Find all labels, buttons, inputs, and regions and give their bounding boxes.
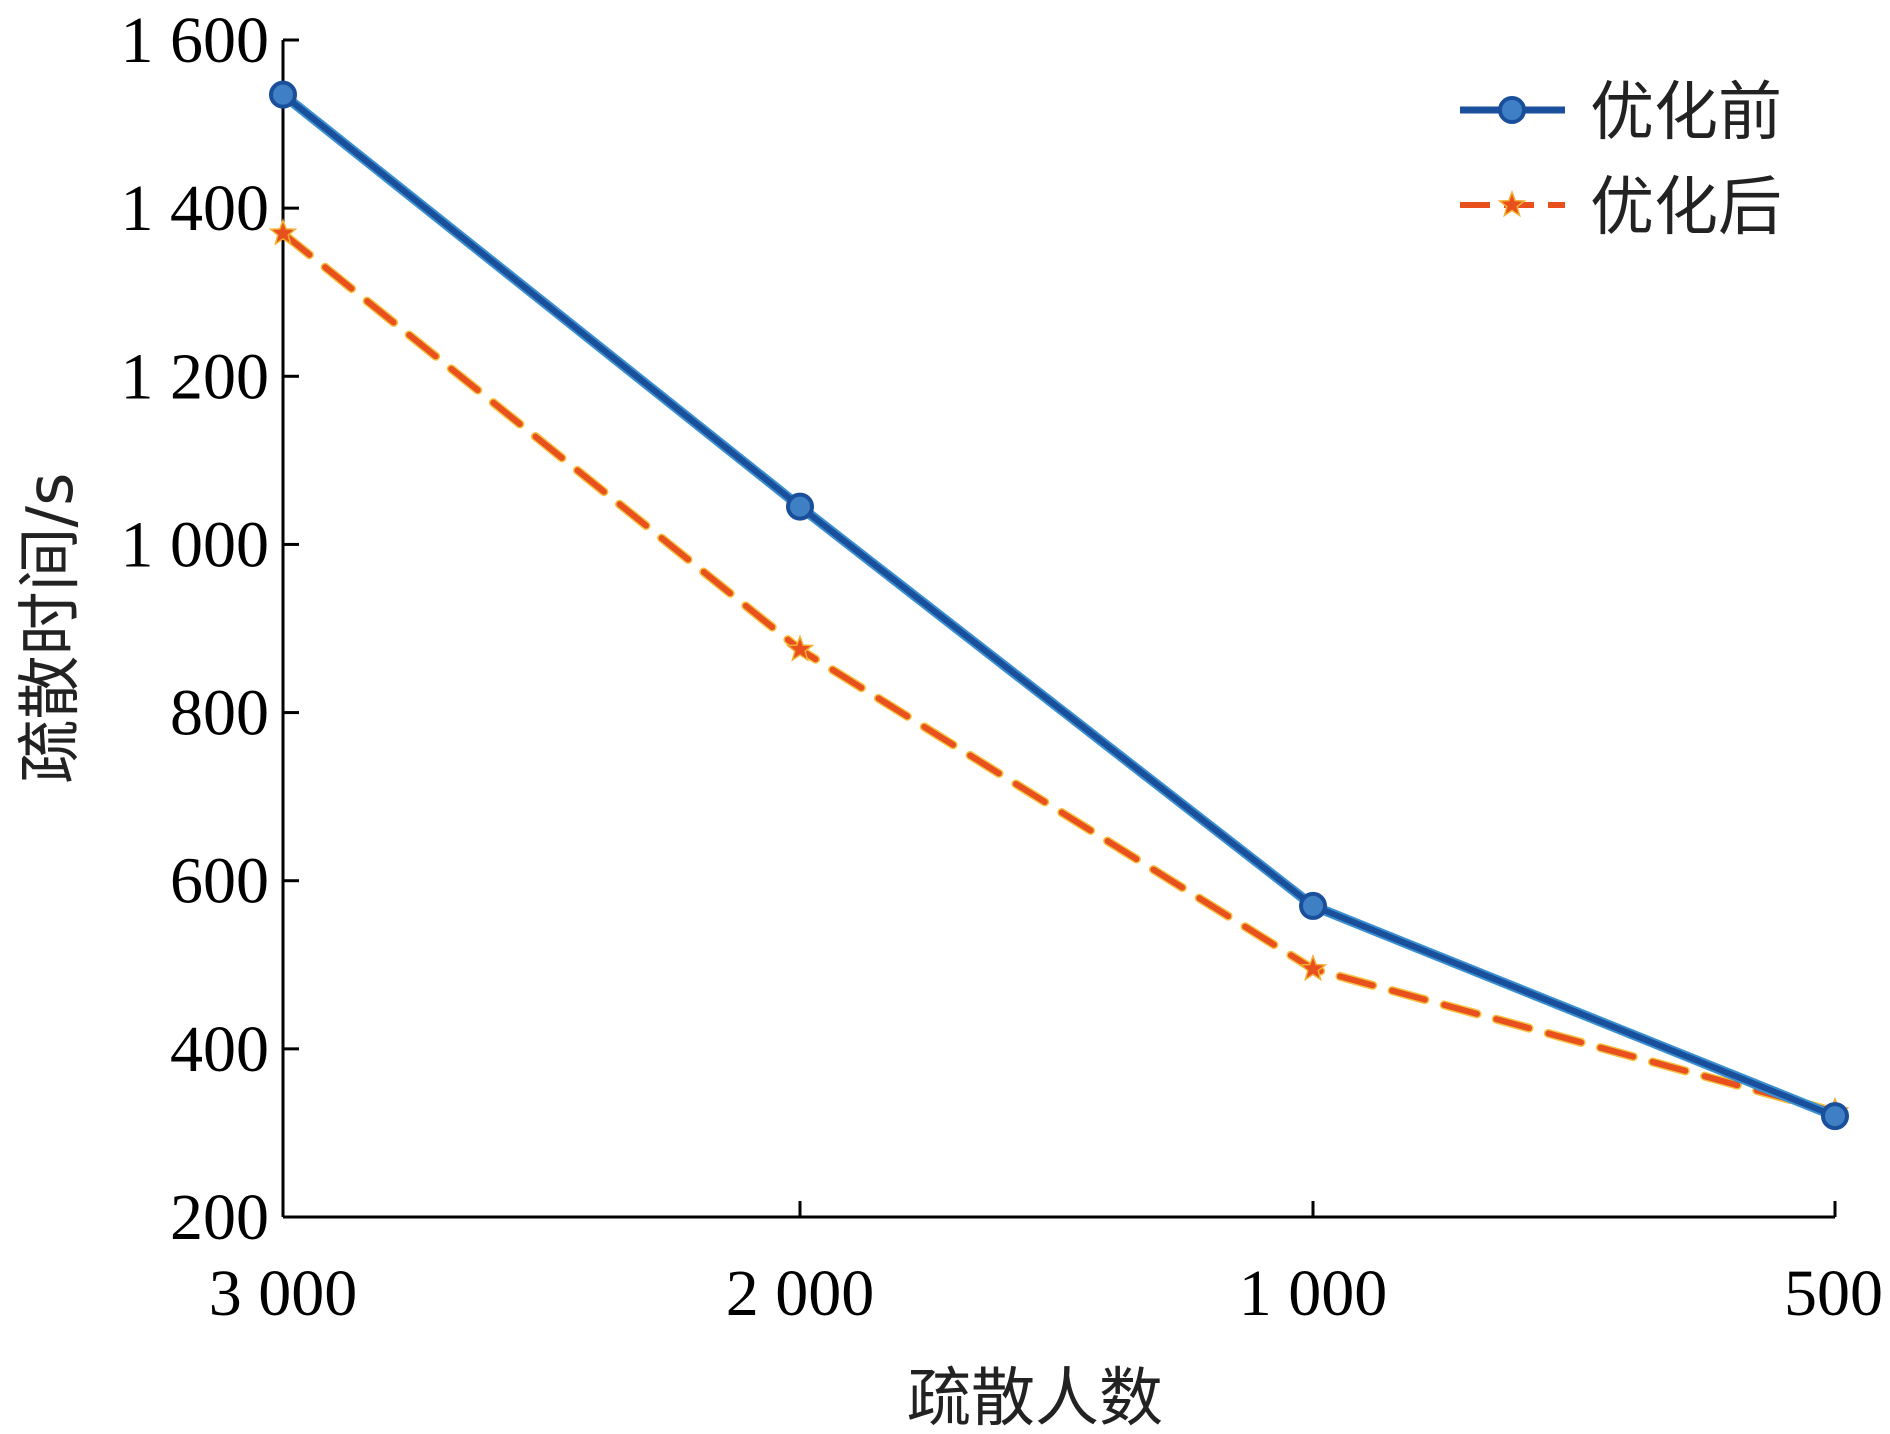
y-tick-label: 400: [170, 1013, 269, 1086]
y-tick-label: 1 000: [121, 508, 270, 581]
data-point: [785, 634, 815, 662]
legend: 优化前 优化后: [1460, 76, 1782, 245]
y-tick-label: 600: [170, 845, 269, 918]
x-tick-label: 500: [1784, 1257, 1883, 1330]
y-tick-label: 200: [170, 1181, 269, 1254]
series-line: [280, 230, 1838, 1115]
x-tick-label: 1 000: [1239, 1257, 1388, 1330]
legend-marker-after: [1497, 189, 1527, 218]
y-tick-label: 1 600: [121, 4, 270, 77]
series-line: [281, 92, 1837, 1119]
data-point: [1821, 1102, 1849, 1131]
series: [268, 80, 1850, 1131]
y-tick-label: 1 200: [121, 340, 270, 413]
data-point: [786, 492, 814, 521]
legend-marker-circle: [1498, 96, 1526, 124]
x-ticks: 3 000 2 000 1 000 500: [209, 1201, 1883, 1330]
y-axis-title: 疏散时间/s: [14, 473, 88, 784]
data-point: [268, 218, 298, 246]
data-point: [1298, 953, 1328, 982]
series-line-glow: [278, 228, 1840, 1117]
series-after: [268, 218, 1850, 1125]
legend-marker-before: [1498, 96, 1526, 124]
legend-label-after: 优化后: [1590, 171, 1782, 245]
x-tick-label: 3 000: [209, 1257, 358, 1330]
data-point: [1299, 891, 1327, 920]
x-axis-title: 疏散人数: [907, 1362, 1163, 1434]
x-tick-label: 2 000: [726, 1257, 875, 1330]
y-tick-label: 800: [170, 677, 269, 750]
legend-label-before: 优化前: [1590, 76, 1782, 150]
y-ticks: 200 400 600 800 1 000 1 200 1 400 1 600: [121, 4, 299, 1254]
series-line-glow: [279, 90, 1837, 1121]
data-point: [269, 80, 297, 109]
legend-marker-star: [1497, 189, 1527, 218]
y-tick-label: 1 400: [121, 172, 270, 245]
series-before: [269, 80, 1849, 1131]
